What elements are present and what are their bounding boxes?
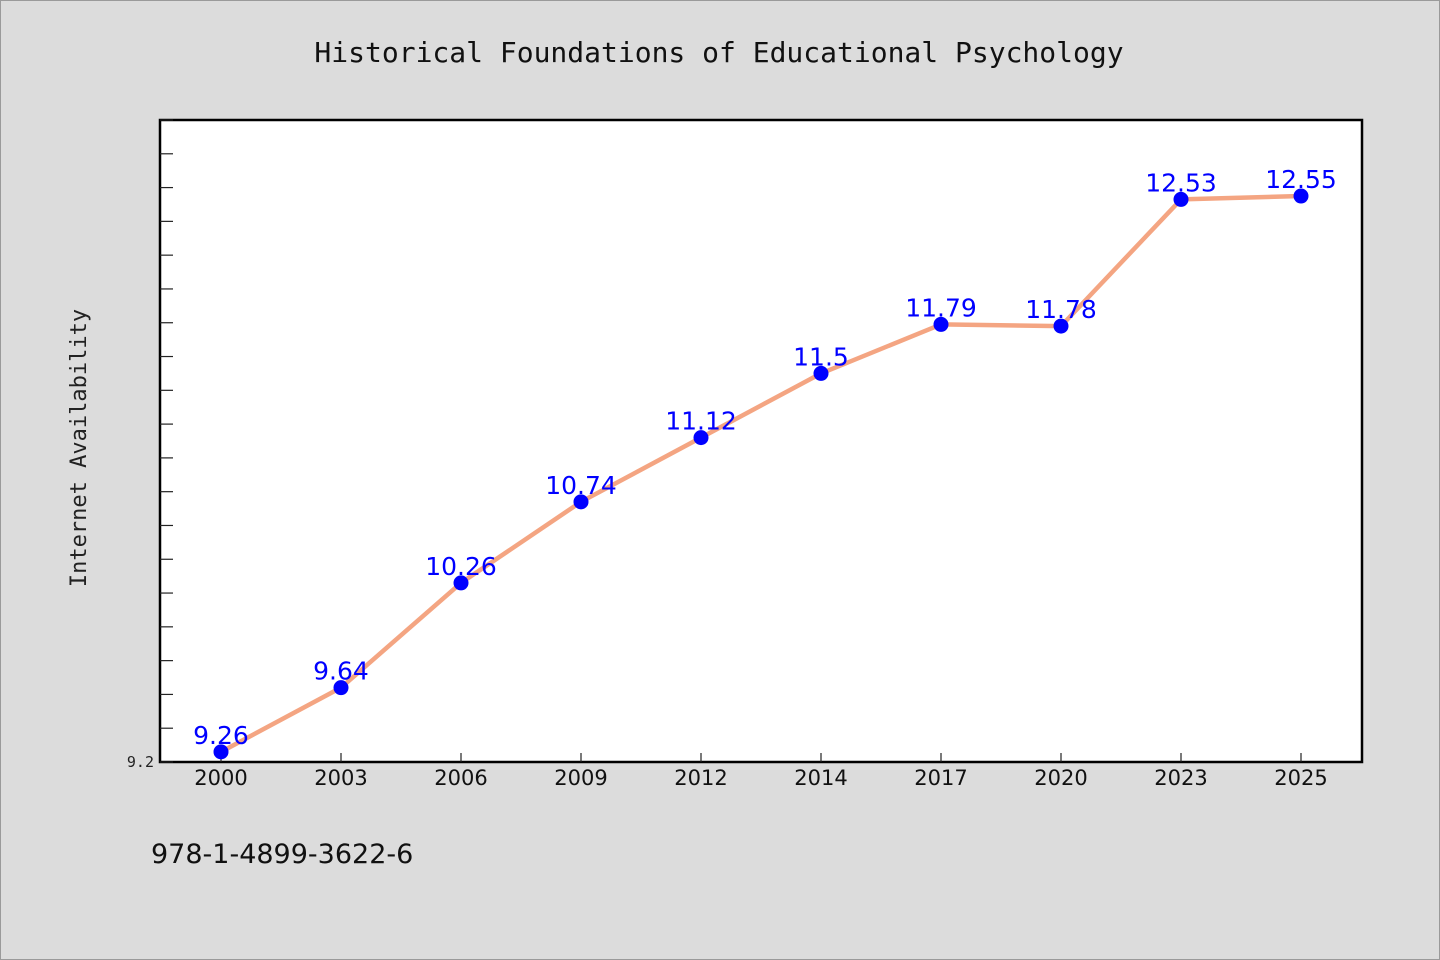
x-tick-label: 2000 [194, 766, 247, 790]
data-label: 9.64 [313, 657, 369, 686]
data-label: 12.55 [1265, 165, 1337, 194]
x-axis-ticks: 2000 2003 2006 2009 2012 2014 2017 2020 2023 2025 [194, 753, 1328, 790]
data-label: 10.26 [425, 552, 497, 581]
data-label: 9.26 [193, 721, 249, 750]
x-tick-label: 2023 [1154, 766, 1207, 790]
series-line [218, 193, 1304, 755]
data-point [813, 365, 829, 381]
isbn-text: 978-1-4899-3622-6 [151, 839, 413, 870]
data-point [1053, 318, 1069, 334]
y-axis-label: Internet Availability [67, 309, 92, 587]
x-tick-label: 2006 [434, 766, 487, 790]
data-label: 11.12 [665, 407, 737, 436]
y-tick-label: 9.2 [127, 753, 154, 771]
data-point [573, 494, 589, 510]
data-label: 11.78 [1025, 295, 1097, 324]
data-point [933, 316, 949, 332]
x-tick-label: 2003 [314, 766, 367, 790]
series-layer [213, 188, 1309, 760]
x-tick-label: 2020 [1034, 766, 1087, 790]
data-label: 11.5 [793, 342, 849, 371]
x-tick-label: 2012 [674, 766, 727, 790]
data-label: 11.79 [905, 293, 977, 322]
data-point [213, 744, 229, 760]
data-point [1293, 188, 1309, 204]
data-point [693, 430, 709, 446]
x-tick-label: 2009 [554, 766, 607, 790]
data-point [333, 680, 349, 696]
y-axis-ticks: 9.2 [127, 119, 173, 771]
data-point [1173, 191, 1189, 207]
data-label: 12.53 [1145, 168, 1217, 197]
x-tick-label: 2014 [794, 766, 847, 790]
chart-title: Historical Foundations of Educational Ps… [314, 36, 1123, 69]
data-point [453, 575, 469, 591]
plot-area [158, 118, 1364, 764]
data-labels-layer: 9.26 9.64 10.26 10.74 11.12 11.5 11.79 11.78 12.… [193, 165, 1337, 750]
x-tick-label: 2025 [1274, 766, 1327, 790]
x-tick-label: 2017 [914, 766, 967, 790]
data-label: 10.74 [545, 471, 617, 500]
